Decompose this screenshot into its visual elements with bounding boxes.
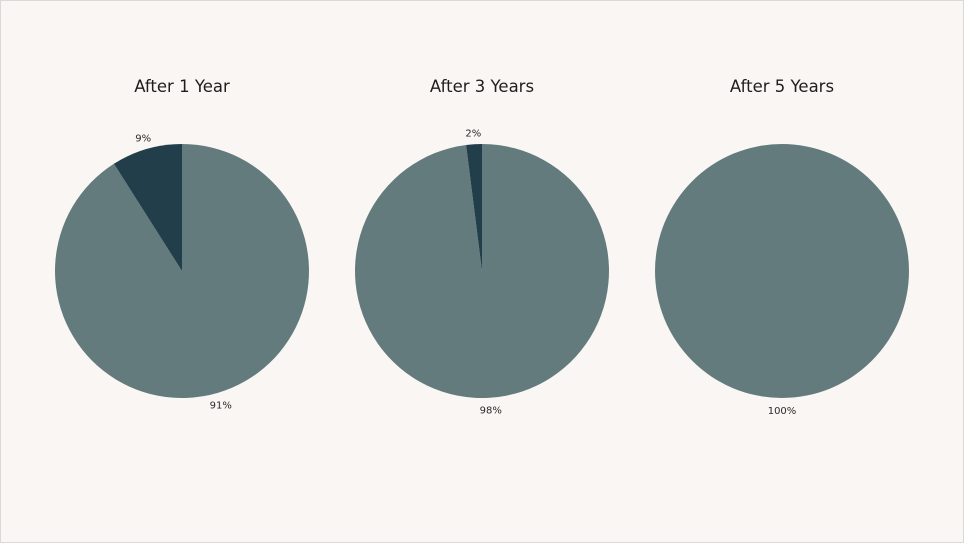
- slice-label: 98%: [480, 406, 502, 417]
- slice-label: 9%: [135, 134, 151, 145]
- pie-chart-after-3-years: After 3 Years 98% 2%: [355, 77, 610, 417]
- chart-title: After 5 Years: [730, 77, 834, 96]
- pie-slice: [55, 144, 310, 398]
- pie-slice: [466, 144, 482, 271]
- pie-slice: [113, 144, 182, 271]
- chart-title: After 3 Years: [430, 77, 534, 96]
- slice-label: 2%: [465, 128, 481, 139]
- chart-title: After 1 Year: [134, 77, 230, 96]
- pie-slice: [355, 144, 610, 398]
- slice-label: 100%: [768, 406, 797, 417]
- slice-label: 91%: [210, 400, 232, 411]
- pie-chart-after-1-year: After 1 Year 91% 9%: [55, 77, 310, 411]
- pie-chart-after-5-years: After 5 Years 100%: [655, 77, 909, 417]
- pie-slice: [655, 144, 909, 398]
